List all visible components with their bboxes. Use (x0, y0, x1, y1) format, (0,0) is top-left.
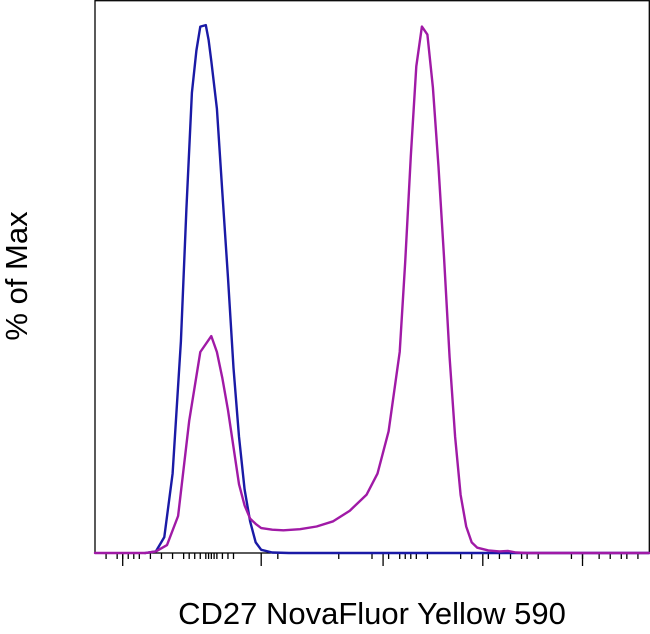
series-line-2 (93, 25, 650, 555)
plot-frame (94, 0, 650, 554)
x-axis-ticks (105, 553, 639, 566)
y-axis-label: % of Max (0, 211, 34, 341)
x-axis-label: CD27 NovaFluor Yellow 590 (178, 596, 566, 631)
series-group (93, 23, 650, 555)
series-line-1 (143, 23, 650, 555)
